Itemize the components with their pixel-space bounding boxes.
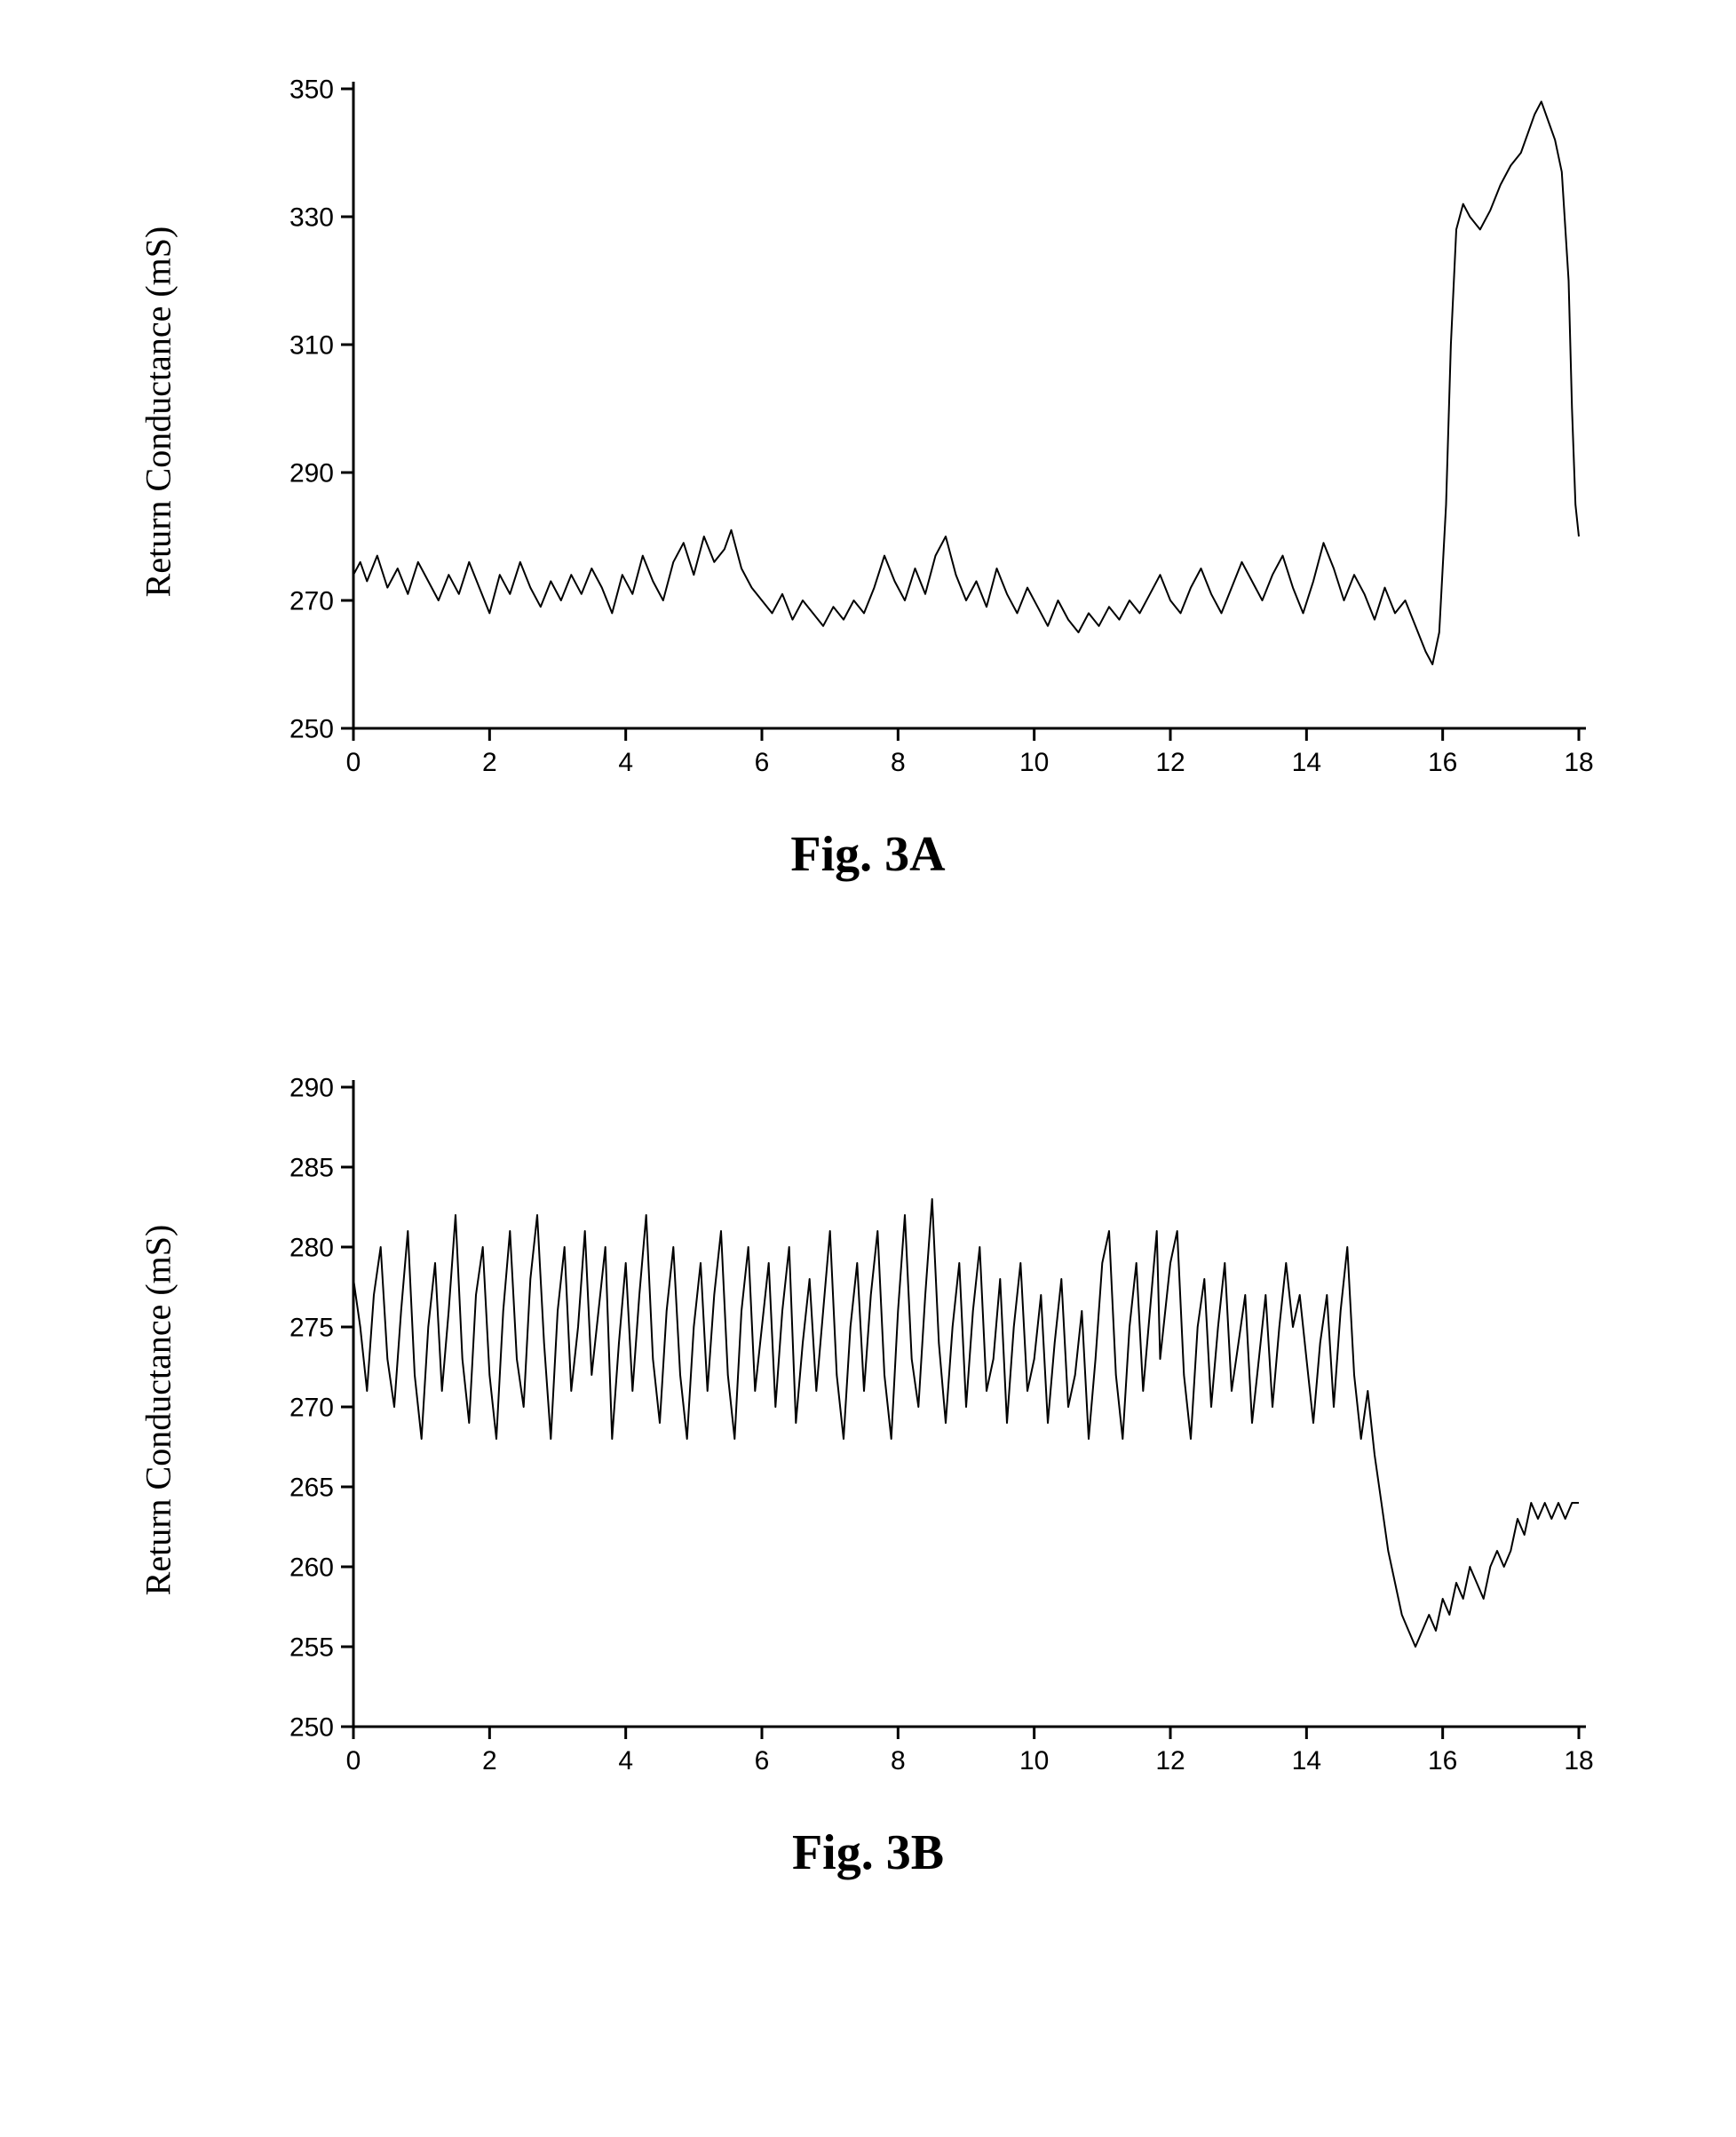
svg-text:18: 18 <box>1564 1746 1593 1776</box>
figure-3a-chart: 250 270 290 310 330 350 0 2 4 6 8 10 12 14 16 18 <box>87 36 1650 782</box>
svg-text:6: 6 <box>754 748 769 777</box>
svg-text:2: 2 <box>481 748 496 777</box>
svg-text:260: 260 <box>289 1553 333 1583</box>
svg-text:18: 18 <box>1564 748 1593 777</box>
figure-3a-ylabel: Return Conductance (mS) <box>137 190 178 634</box>
svg-text:16: 16 <box>1427 1746 1456 1776</box>
figure-3a-block: Return Conductance (mS) 250 270 290 310 330 3… <box>87 36 1650 782</box>
svg-text:285: 285 <box>289 1154 333 1183</box>
svg-text:250: 250 <box>289 715 333 744</box>
svg-text:265: 265 <box>289 1474 333 1503</box>
svg-text:6: 6 <box>754 1746 769 1776</box>
figure-3b-block: Return Conductance (mS) 2502552602652702… <box>87 1034 1650 1780</box>
svg-text:12: 12 <box>1155 1746 1185 1776</box>
svg-text:4: 4 <box>618 748 633 777</box>
svg-text:8: 8 <box>890 748 905 777</box>
svg-text:0: 0 <box>345 1746 361 1776</box>
svg-text:10: 10 <box>1019 1746 1048 1776</box>
page: Return Conductance (mS) 250 270 290 310 330 3… <box>0 0 1736 2137</box>
figure-3b-ylabel: Return Conductance (mS) <box>137 1188 178 1633</box>
svg-text:275: 275 <box>289 1314 333 1343</box>
figure-3a-caption: Fig. 3A <box>0 826 1736 883</box>
svg-text:280: 280 <box>289 1234 333 1263</box>
svg-text:330: 330 <box>289 203 333 233</box>
svg-text:270: 270 <box>289 587 333 616</box>
svg-text:0: 0 <box>345 748 361 777</box>
svg-text:290: 290 <box>289 1074 333 1103</box>
svg-text:16: 16 <box>1427 748 1456 777</box>
svg-text:290: 290 <box>289 459 333 489</box>
figure-3b-chart: 250 255 260 265 270 275 280 285 290 0 2 4 6 8 10 12 14 16… <box>87 1034 1650 1780</box>
svg-text:10: 10 <box>1019 748 1048 777</box>
svg-text:270: 270 <box>289 1394 333 1423</box>
svg-text:4: 4 <box>618 1746 633 1776</box>
svg-text:8: 8 <box>890 1746 905 1776</box>
svg-text:12: 12 <box>1155 748 1185 777</box>
spacer <box>0 883 1736 1034</box>
svg-text:250: 250 <box>289 1713 333 1743</box>
svg-text:2: 2 <box>481 1746 496 1776</box>
figure-3b-caption: Fig. 3B <box>0 1824 1736 1881</box>
svg-text:14: 14 <box>1291 748 1320 777</box>
svg-text:310: 310 <box>289 331 333 361</box>
svg-text:14: 14 <box>1291 1746 1320 1776</box>
svg-text:255: 255 <box>289 1633 333 1663</box>
svg-text:350: 350 <box>289 75 333 105</box>
